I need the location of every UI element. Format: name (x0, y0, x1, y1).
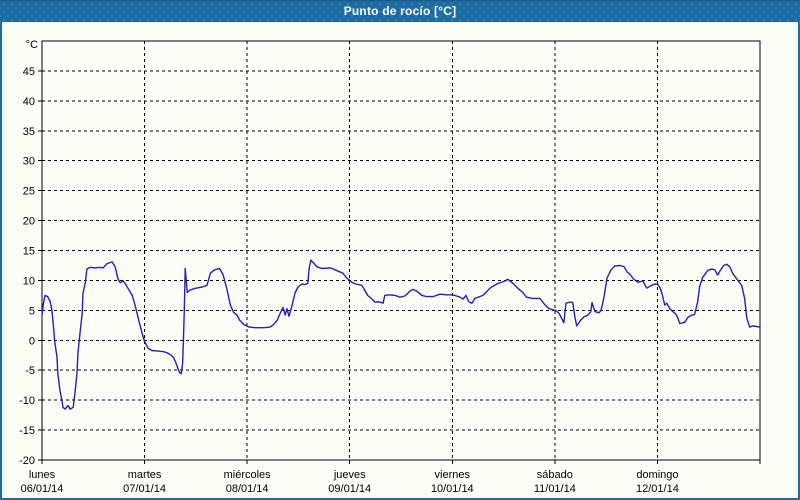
dewpoint-line (41, 259, 761, 410)
day-date-label: 09/01/14 (328, 483, 371, 495)
y-tick-label: -10 (19, 395, 35, 407)
day-name-label: jueves (333, 469, 366, 481)
y-tick-label: 35 (23, 126, 35, 138)
y-tick-label: 25 (23, 186, 35, 198)
y-tick-label: 40 (23, 96, 35, 108)
day-name-label: lunes (29, 469, 56, 481)
day-name-label: sábado (537, 469, 573, 481)
day-date-label: 11/01/14 (534, 483, 576, 495)
dewpoint-chart: 45 40 35 30 25 20 15 10 5 0 -5 -10 -15 -20 °C lunes 06/0… (19, 39, 761, 495)
day-name-label: viernes (435, 469, 471, 481)
y-tick-label: 30 (23, 156, 35, 168)
y-tick-label: 10 (23, 275, 35, 287)
y-tick-label: 0 (29, 335, 35, 347)
y-tick-label: 15 (23, 246, 35, 258)
day-name-label: miércoles (224, 469, 272, 481)
title-bar: Punto de rocío [°C] (0, 0, 800, 22)
day-name-label: martes (128, 469, 162, 481)
data-series (41, 259, 761, 410)
y-tick-label: 5 (29, 305, 35, 317)
day-date-label: 07/01/14 (123, 483, 166, 495)
day-date-label: 06/01/14 (21, 483, 64, 495)
y-axis-unit-label: °C (26, 39, 38, 51)
y-tick-label: -15 (19, 425, 35, 437)
day-name-label: domingo (636, 469, 678, 481)
chart-panel: 45 40 35 30 25 20 15 10 5 0 -5 -10 -15 -20 °C lunes 06/0… (2, 22, 798, 498)
y-tick-label: 20 (23, 216, 35, 228)
y-tick-label: -5 (25, 365, 35, 377)
day-date-label: 12/01/14 (636, 483, 679, 495)
y-tick-label: -20 (19, 455, 35, 467)
axes (38, 40, 761, 464)
gridlines (42, 41, 760, 460)
axis-labels: 45 40 35 30 25 20 15 10 5 0 -5 -10 -15 -20 °C lunes 06/0… (19, 39, 679, 495)
plot-border (41, 40, 761, 461)
y-tick-label: 45 (23, 66, 35, 78)
day-date-label: 08/01/14 (226, 483, 269, 495)
day-date-label: 10/01/14 (431, 483, 474, 495)
chart-title: Punto de rocío [°C] (343, 4, 457, 18)
